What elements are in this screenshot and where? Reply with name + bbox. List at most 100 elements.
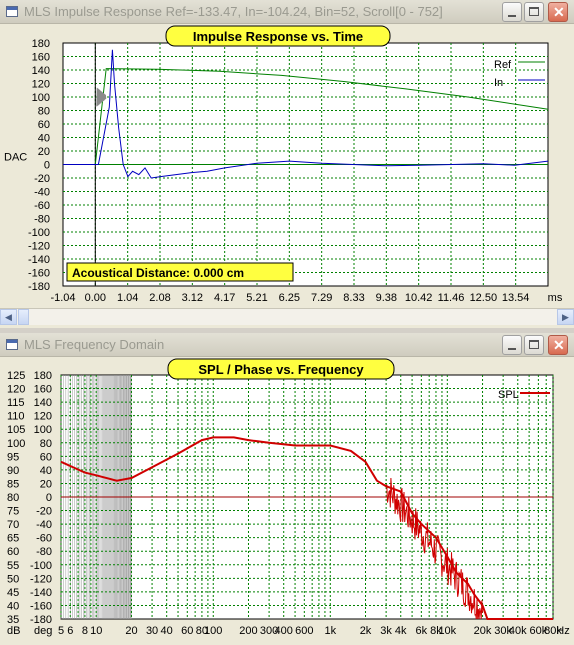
minimize-icon <box>508 348 516 350</box>
maximize-button[interactable] <box>524 2 544 22</box>
impulse-window-title: MLS Impulse Response Ref=-133.47, In=-10… <box>24 4 443 19</box>
db-tick-label: 105 <box>7 424 25 436</box>
minimize-icon <box>508 15 516 17</box>
db-tick-label: 65 <box>7 533 19 545</box>
frequency-domain-window: MLS Frequency Domain ✕ 125 120 115 110 105 10… <box>0 333 574 645</box>
x-tick-label: 10 <box>90 625 102 637</box>
db-tick-label: 35 <box>7 614 19 626</box>
deg-tick-label: 20 <box>40 478 52 490</box>
db-tick-label: 115 <box>7 397 25 409</box>
x-tick-label: 3k <box>380 625 392 637</box>
maximize-icon <box>529 7 539 16</box>
deg-tick-label: 160 <box>34 384 52 396</box>
y-tick-label: 60 <box>38 119 50 131</box>
transient-burst-trace <box>96 87 107 107</box>
y-tick-label: -180 <box>28 281 50 293</box>
x-axis-unit: ms <box>548 292 563 304</box>
x-tick-label: 1k <box>324 625 336 637</box>
maximize-button[interactable] <box>524 335 544 355</box>
x-tick-label: 5.21 <box>246 292 267 304</box>
x-tick-label: 8.33 <box>343 292 364 304</box>
acoustical-distance-box <box>66 262 294 282</box>
deg-tick-label: -60 <box>36 533 52 545</box>
x-axis-unit: Hz <box>556 625 569 637</box>
db-tick-label: 95 <box>7 451 19 463</box>
db-tick-label: 90 <box>7 465 19 477</box>
db-tick-label: 55 <box>7 560 19 572</box>
y-tick-label: -140 <box>28 254 50 266</box>
chart-title: SPL / Phase vs. Frequency <box>198 362 364 377</box>
legend-label-spl: SPL <box>498 389 519 401</box>
close-button[interactable]: ✕ <box>548 335 568 355</box>
x-tick-label: 60k <box>530 625 548 637</box>
y-tick-label: 100 <box>32 92 50 104</box>
x-tick-label: 600 <box>295 625 313 637</box>
minimize-button[interactable] <box>502 335 522 355</box>
scroll-left-button[interactable]: ◀ <box>0 309 17 325</box>
impulse-horizontal-scrollbar[interactable]: ◀ ▶ <box>0 308 574 325</box>
x-tick-label: 400 <box>275 625 293 637</box>
db-tick-label: 100 <box>7 438 25 450</box>
scroll-right-button[interactable]: ▶ <box>557 309 574 325</box>
acoustical-distance-text: Acoustical Distance: 0.000 cm <box>72 266 244 280</box>
db-tick-label: 75 <box>7 506 19 518</box>
spl-noise-trace <box>385 477 483 620</box>
x-tick-label: 2k <box>360 625 372 637</box>
x-tick-label: 20 <box>125 625 137 637</box>
y-tick-label: -40 <box>34 187 50 199</box>
x-tick-label: 13.54 <box>502 292 530 304</box>
chart-title-box <box>165 25 391 47</box>
minimize-button[interactable] <box>502 2 522 22</box>
x-tick-label: 7.29 <box>311 292 332 304</box>
maximize-icon <box>529 340 539 349</box>
x-tick-label: 11.46 <box>438 292 465 304</box>
db-tick-label: 40 <box>7 600 19 612</box>
deg-tick-label: -180 <box>30 614 52 626</box>
scroll-thumb[interactable] <box>18 309 29 325</box>
db-axis-label: dB <box>7 625 20 637</box>
y-tick-label: 20 <box>38 146 50 158</box>
impulse-window-titlebar[interactable]: MLS Impulse Response Ref=-133.47, In=-10… <box>0 0 574 24</box>
x-tick-label: 10k <box>438 625 456 637</box>
series-line-ref <box>63 68 549 165</box>
x-tick-label: 100 <box>204 625 222 637</box>
x-tick-label: 9.38 <box>376 292 397 304</box>
db-tick-label: 120 <box>7 384 25 396</box>
x-tick-label: 0.00 <box>85 292 106 304</box>
db-tick-label: 60 <box>7 546 19 558</box>
deg-tick-label: -20 <box>36 506 52 518</box>
deg-tick-label: -160 <box>30 600 52 612</box>
deg-tick-label: 100 <box>34 424 52 436</box>
x-tick-label: 8 <box>82 625 88 637</box>
chart-title: Impulse Response vs. Time <box>193 29 363 44</box>
frequency-window-titlebar[interactable]: MLS Frequency Domain ✕ <box>0 333 574 357</box>
deg-tick-label: 0 <box>46 492 52 504</box>
y-tick-label: 120 <box>32 79 50 91</box>
x-tick-label: 30k <box>494 625 512 637</box>
x-tick-label: 12.50 <box>470 292 498 304</box>
x-tick-label: 6.25 <box>279 292 300 304</box>
frequency-chart: 1251201151101051009590858075706560555045… <box>0 357 574 645</box>
legend-label-in: In <box>494 77 503 89</box>
y-tick-label: -100 <box>28 227 50 239</box>
close-button[interactable]: ✕ <box>548 2 568 22</box>
x-tick-label: 5 <box>58 625 64 637</box>
deg-tick-label: -80 <box>36 546 52 558</box>
x-tick-label: 6k <box>416 625 428 637</box>
x-tick-label: 20k <box>474 625 492 637</box>
x-tick-label: 40 <box>161 625 173 637</box>
x-tick-label: 300 <box>260 625 278 637</box>
deg-tick-label: -40 <box>36 519 52 531</box>
deg-tick-label: 120 <box>34 411 52 423</box>
y-tick-label: 80 <box>38 106 50 118</box>
deg-tick-label: 60 <box>40 451 52 463</box>
x-tick-label: 3.12 <box>182 292 203 304</box>
x-tick-label: 6 <box>67 625 73 637</box>
x-tick-label: 2.08 <box>149 292 170 304</box>
y-tick-label: 40 <box>38 133 50 145</box>
deg-tick-label: -100 <box>30 560 52 572</box>
db-tick-label: 125 <box>7 370 25 382</box>
x-tick-label: 1.04 <box>117 292 138 304</box>
deg-tick-label: 180 <box>34 370 52 382</box>
